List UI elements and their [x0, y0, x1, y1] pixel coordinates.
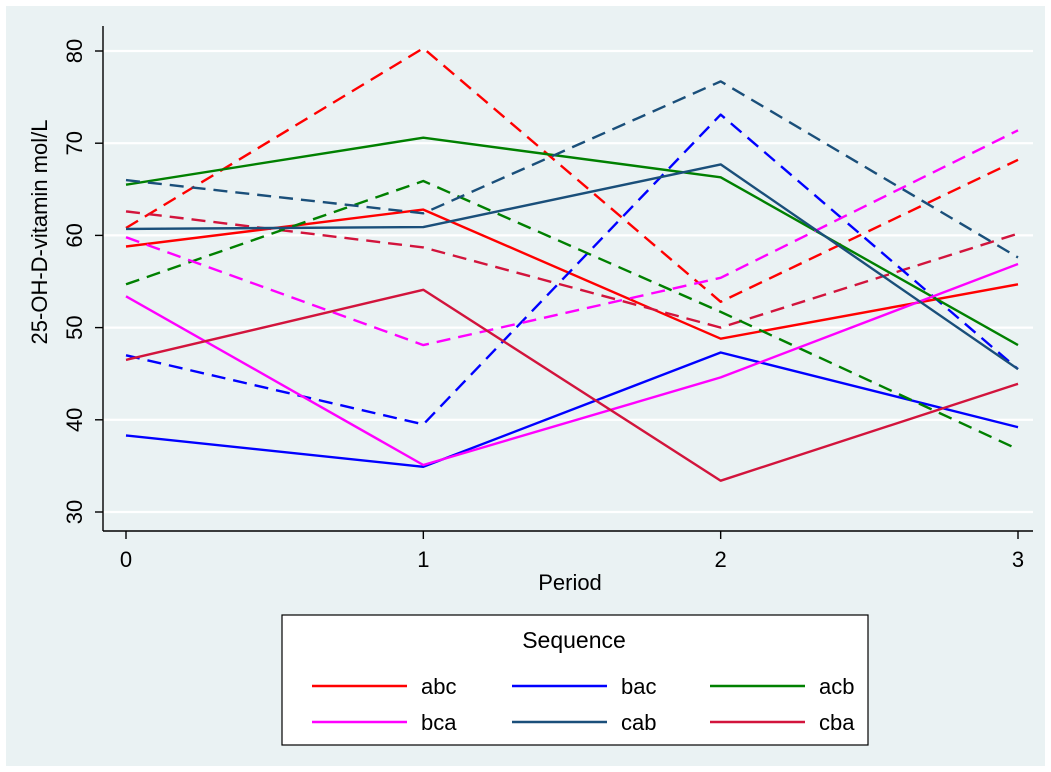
x-tick-label: 0 — [120, 547, 132, 572]
legend-title: Sequence — [522, 627, 626, 653]
legend-label-bac: bac — [621, 674, 656, 699]
legend-label-cba: cba — [819, 710, 855, 735]
series-line-acb-dashed — [125, 179, 1019, 451]
series-line-cba — [125, 288, 1019, 482]
series-line-cab — [125, 163, 1019, 371]
legend-label-acb: acb — [819, 674, 854, 699]
y-tick-label: 30 — [62, 500, 87, 524]
series-line-bca-dashed — [125, 129, 1019, 347]
x-tick-label: 2 — [715, 547, 727, 572]
legend-label-cab: cab — [621, 710, 656, 735]
y-tick-label: 60 — [62, 223, 87, 247]
series-lines — [125, 47, 1019, 482]
series-line-abc-dashed — [125, 210, 1019, 329]
legend-label-bca: bca — [421, 710, 457, 735]
legend-label-abc: abc — [421, 674, 456, 699]
x-tick-label: 1 — [417, 547, 429, 572]
chart-figure: 30 40 50 60 70 80 0 1 2 3 Period 25-OH-D-vitamin… — [6, 6, 1045, 766]
x-tick-label: 3 — [1012, 547, 1024, 572]
line-chart: 30 40 50 60 70 80 0 1 2 3 Period 25-OH-D-vitamin… — [27, 26, 1033, 746]
series-line-acb — [125, 136, 1019, 347]
y-tick-label: 80 — [62, 39, 87, 63]
legend-entries: abc bac acb bca cab cba — [312, 674, 855, 735]
x-ticks: 0 1 2 3 — [120, 531, 1024, 572]
x-axis-title: Period — [538, 570, 602, 595]
y-tick-label: 50 — [62, 315, 87, 339]
y-ticks: 30 40 50 60 70 80 — [62, 39, 103, 524]
y-tick-label: 70 — [62, 131, 87, 155]
series-line-bca — [125, 262, 1019, 467]
legend-box — [281, 614, 869, 746]
series-line-abc-dashed — [125, 47, 1019, 303]
y-axis-title: 25-OH-D-vitamin mol/L — [27, 120, 52, 345]
series-line-bac — [125, 351, 1019, 468]
axes — [102, 26, 1033, 532]
series-line-cab-dashed — [125, 80, 1019, 259]
series-line-bac-dashed — [125, 113, 1019, 426]
y-tick-label: 40 — [62, 408, 87, 432]
legend: Sequence abc bac acb bca cab cba — [281, 614, 869, 746]
